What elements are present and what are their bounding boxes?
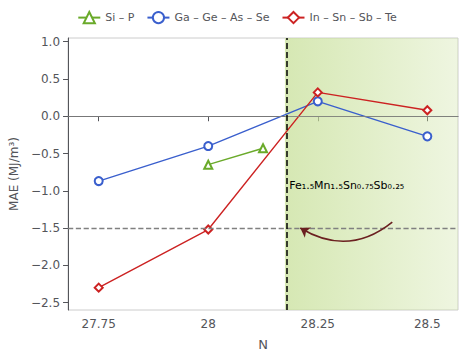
svg-text:1.0: 1.0 [41,35,60,49]
svg-text:28: 28 [201,317,216,331]
svg-text:28.5: 28.5 [414,317,441,331]
svg-text:Ga – Ge – As – Se: Ga – Ge – As – Se [174,11,269,24]
svg-text:Fe₁.₅Mn₁.₅Sn₀.₇₅Sb₀.₂₅: Fe₁.₅Mn₁.₅Sn₀.₇₅Sb₀.₂₅ [289,179,404,192]
svg-text:28.25: 28.25 [301,317,335,331]
svg-text:−2.5: −2.5 [31,296,60,310]
svg-text:−1.0: −1.0 [31,184,60,198]
svg-text:MAE (MJ/m³): MAE (MJ/m³) [7,137,21,211]
svg-text:In – Sn – Sb – Te: In – Sn – Sb – Te [309,11,396,24]
svg-text:Si – P: Si – P [105,11,135,24]
svg-text:−0.5: −0.5 [31,147,60,161]
svg-text:N: N [258,337,268,352]
svg-text:−1.5: −1.5 [31,221,60,235]
svg-text:−2.0: −2.0 [31,258,60,272]
svg-text:27.75: 27.75 [82,317,116,331]
svg-text:0.0: 0.0 [41,109,60,123]
svg-text:0.5: 0.5 [41,72,60,86]
